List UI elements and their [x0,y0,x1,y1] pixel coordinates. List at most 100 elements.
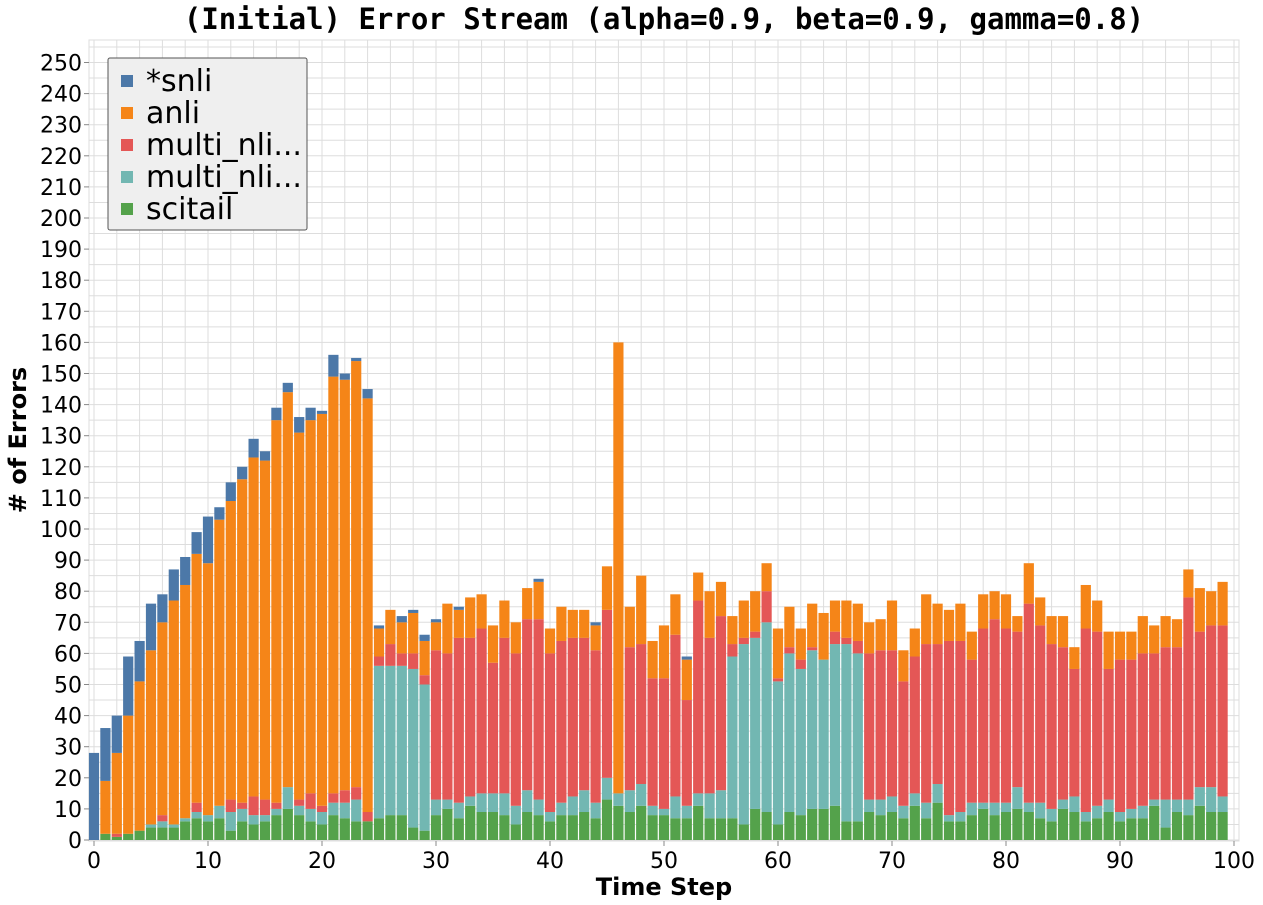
bar-segment [339,373,350,380]
bar-segment [886,600,898,651]
bar-segment [1137,818,1148,840]
bar-segment [704,591,715,638]
y-tick-label: 60 [54,642,82,667]
bar-segment [704,793,715,819]
bar-segment [1012,631,1023,788]
y-tick-label: 230 [40,114,82,139]
bar-segment [1217,796,1228,813]
x-tick-label: 60 [764,849,792,874]
bar-segment [829,644,841,806]
bar-segment [955,603,966,641]
bar-segment [852,653,863,822]
bar-segment [328,815,339,840]
y-tick-label: 50 [54,674,82,699]
bar-segment [932,784,943,803]
bar-segment [88,752,100,840]
axes: 0 10 20 30 40 50 60 70 80 90 100 0 10 20 30 40 50 60 70 80 9… [40,52,1255,875]
bar-segment [1171,812,1183,840]
bar-segment [134,681,145,831]
bar-segment [259,460,271,800]
bar-segment [100,728,111,781]
bar-segment [157,594,168,623]
bar-segment [567,815,578,840]
bar-segment [351,361,362,788]
bar-segment [510,653,521,806]
bar-segment [430,650,442,800]
bar-segment [487,625,499,663]
bar-segment [601,799,613,840]
bar-segment [1012,787,1023,809]
bar-segment [544,812,556,822]
bar-segment [476,628,487,794]
bar-segment [1046,821,1057,840]
bar-segment [533,581,544,620]
bar-segment [1171,647,1183,800]
bar-segment [590,818,601,840]
y-tick-label: 80 [54,580,82,605]
bar-segment [864,622,875,654]
bar-segment [704,637,715,794]
bar-segment [191,812,202,819]
bar-segment [1194,805,1205,840]
bar-segment [727,616,738,645]
legend-label: multi_nli... [146,128,302,163]
bar-segment [305,821,316,840]
bar-segment [259,821,271,840]
bar-segment [886,650,898,797]
bar-segment [647,640,658,679]
bar-segment [316,824,328,840]
bar-segment [590,802,601,819]
bar-segment [1217,625,1228,797]
bar-segment [704,818,715,840]
bar-segment [750,808,761,840]
bar-segment [1046,808,1057,822]
bar-segment [533,578,544,582]
bar-segment [978,802,989,809]
bar-segment [898,818,909,840]
y-tick-label: 10 [54,798,82,823]
bar-segment [1000,628,1012,803]
bar-segment [1103,668,1114,800]
bar-segment [522,790,533,813]
x-tick-label: 100 [1213,849,1255,874]
bar-segment [943,609,955,641]
bar-segment [1194,588,1205,632]
y-tick-label: 220 [40,145,82,170]
bar-segment [795,815,806,840]
legend-swatch [121,171,133,183]
bar-segment [1023,802,1034,813]
bar-segment [453,609,464,638]
bar-segment [225,830,236,840]
bar-segment [556,606,567,641]
bar-segment [157,815,168,822]
bar-segment [613,805,624,840]
bar-segment [123,656,134,716]
bar-segment [1149,625,1160,654]
bar-segment [829,600,841,632]
bar-segment [419,640,430,676]
bar-segment [111,833,122,837]
bar-segment [1183,597,1194,800]
bar-segment [978,594,989,629]
bar-segment [670,796,681,819]
bar-segment [202,516,214,564]
x-tick-label: 20 [308,849,336,874]
bar-segment [1035,625,1046,803]
bar-segment [921,802,932,819]
bar-segment [715,581,727,617]
bar-segment [328,376,339,794]
bar-segment [1000,802,1012,813]
bar-segment [898,650,909,682]
bar-segment [396,815,407,840]
bar-segment [1114,659,1126,813]
bar-segment [909,656,920,794]
bar-segment [738,600,749,638]
bar-segment [145,827,157,840]
bar-segment [807,808,818,840]
bar-segment [989,619,1000,803]
bar-segment [567,609,578,638]
bar-segment [590,622,601,626]
bar-segment [544,653,556,813]
bar-segment [590,650,601,803]
bar-segment [1206,812,1217,840]
